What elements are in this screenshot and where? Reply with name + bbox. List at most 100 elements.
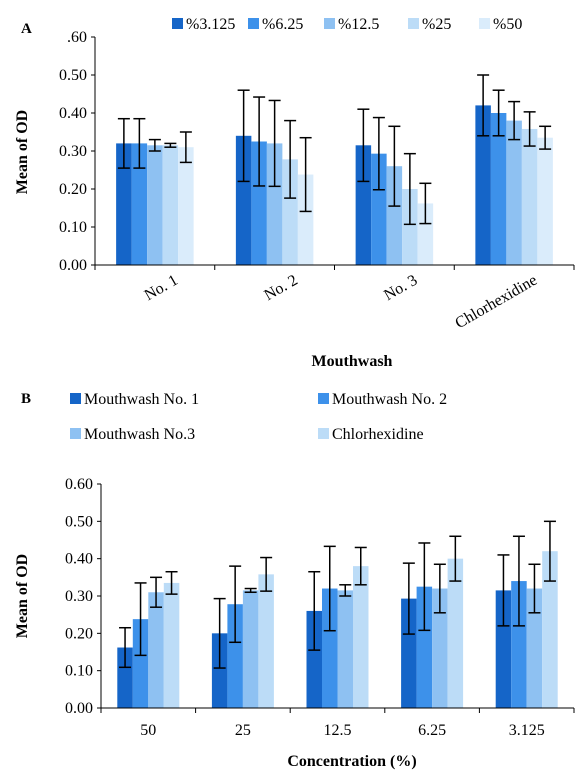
error-bar-12-5-no-1 xyxy=(148,138,161,152)
error-bar-mouthwash-no-3-12-5 xyxy=(339,584,352,597)
legend-label-6-25: %6.25 xyxy=(262,16,303,33)
error-bar-mouthwash-no-2-12-5 xyxy=(323,545,336,632)
x-tick-label: 12.5 xyxy=(324,722,352,739)
error-bar-mouthwash-no-2-50 xyxy=(134,582,147,657)
error-bar-mouthwash-no-2-3-125 xyxy=(512,535,525,627)
bar-6-25-no-1 xyxy=(131,143,148,265)
y-tick-label: .60 xyxy=(67,29,87,46)
bar-50-no-3 xyxy=(417,203,434,265)
bar-chlorhexidine-25 xyxy=(258,574,274,708)
error-bar-50-no-2 xyxy=(299,136,312,213)
bar-chlorhexidine-6-25 xyxy=(447,558,464,708)
y-tick-label: 0.00 xyxy=(59,257,87,274)
error-bar-12-5-chlorhexidine xyxy=(508,100,521,141)
y-tick-label: 0.40 xyxy=(65,551,93,568)
bar-mouthwash-no-3-12-5 xyxy=(337,590,353,708)
bars-panel-b xyxy=(117,551,558,708)
error-bar-25-no-2 xyxy=(284,119,297,199)
error-bar-25-chlorhexidine xyxy=(523,111,536,147)
x-tick-label: No. 2 xyxy=(261,272,300,305)
error-bar-mouthwash-no-3-6-25 xyxy=(433,563,446,614)
bars-panel-a xyxy=(116,105,553,266)
error-bar-6-25-chlorhexidine xyxy=(492,89,505,137)
error-bars-panel-b xyxy=(119,520,556,669)
legend-swatch-50 xyxy=(479,18,490,29)
bar-mouthwash-no-2-6-25 xyxy=(416,586,433,708)
y-tick-label: 0.50 xyxy=(59,67,87,84)
bar-chlorhexidine-12-5 xyxy=(353,566,369,708)
error-bars-panel-a xyxy=(117,74,552,226)
legend-swatch-12-5 xyxy=(324,18,335,29)
error-bar-chlorhexidine-3-125 xyxy=(543,520,556,582)
y-tick-label: 0.00 xyxy=(65,700,93,717)
legend-panel-a: %3.125 %6.25 %12.5 %25 %50 xyxy=(172,16,522,33)
error-bar-6-25-no-3 xyxy=(372,116,385,191)
legend-swatch-chlorhexidine xyxy=(318,428,329,439)
error-bar-mouthwash-no-3-3-125 xyxy=(528,563,541,614)
error-bar-mouthwash-no-2-6-25 xyxy=(418,542,431,632)
axes-panel-b xyxy=(97,483,575,713)
legend-label-12-5: %12.5 xyxy=(338,16,379,33)
bar-mouthwash-no-3-25 xyxy=(242,590,259,708)
bar-mouthwash-no-2-50 xyxy=(132,619,149,708)
bar-chlorhexidine-3-125 xyxy=(542,551,558,708)
bar-25-chlorhexidine xyxy=(521,128,538,265)
x-tick-label: 3.125 xyxy=(509,722,545,739)
error-bar-6-25-no-2 xyxy=(253,96,266,187)
error-bar-3-125-no-2 xyxy=(237,89,250,183)
bar-chlorhexidine-50 xyxy=(163,582,180,708)
x-tick-label: No. 3 xyxy=(381,272,420,305)
error-bar-50-chlorhexidine xyxy=(539,125,552,150)
error-bar-3-125-no-3 xyxy=(357,108,370,183)
error-bar-3-125-no-1 xyxy=(117,117,130,169)
error-bar-25-no-1 xyxy=(164,142,177,148)
chart-panel-b: B Mouthwash No. 1 Mouthwash No. 2Mouthwas… xyxy=(14,391,575,770)
bar-12-5-no-3 xyxy=(386,166,403,265)
bar-50-no-2 xyxy=(297,174,314,265)
bar-12-5-chlorhexidine xyxy=(506,120,522,265)
error-bar-mouthwash-no-1-6-25 xyxy=(402,562,415,635)
legend-label-25: %25 xyxy=(422,16,451,33)
y-tick-label: 0.30 xyxy=(65,588,93,605)
legend-swatch-25 xyxy=(408,18,419,29)
legend-label-chlorhexidine: Chlorhexidine xyxy=(332,426,424,443)
bar-6-25-chlorhexidine xyxy=(490,113,507,265)
error-bar-mouthwash-no-3-25 xyxy=(244,587,257,594)
error-bar-3-125-chlorhexidine xyxy=(477,74,490,137)
legend-label-mouthwash-no-3: Mouthwash No.3 xyxy=(84,426,195,443)
error-bar-6-25-no-1 xyxy=(133,117,146,169)
bar-mouthwash-no-1-50 xyxy=(117,647,133,708)
bar-50-chlorhexidine xyxy=(537,137,553,265)
legend-swatch-6-25 xyxy=(248,18,259,29)
error-bar-mouthwash-no-1-12-5 xyxy=(308,570,321,651)
error-bar-chlorhexidine-25 xyxy=(260,556,273,592)
bar-50-no-1 xyxy=(178,147,194,265)
x-tick-label: 50 xyxy=(140,722,156,739)
y-tick-label: 0.60 xyxy=(65,476,93,493)
panel-b-letter: B xyxy=(21,391,31,407)
legend-swatch-3-125 xyxy=(172,18,183,29)
bar-mouthwash-no-1-6-25 xyxy=(401,598,417,708)
error-bar-mouthwash-no-1-25 xyxy=(213,597,226,669)
axes-panel-a xyxy=(91,36,575,270)
x-axis-ticks-panel-a: No. 1 No. 2 No. 3 Chlorhexidine xyxy=(142,272,541,332)
error-bar-mouthwash-no-1-50 xyxy=(119,626,132,669)
legend-swatch-mouthwash-no-3 xyxy=(70,428,81,439)
legend-panel-b: Mouthwash No. 1 Mouthwash No. 2 Mouthwash … xyxy=(70,391,447,443)
panel-a-letter: A xyxy=(21,21,32,37)
bar-mouthwash-no-2-25 xyxy=(227,604,243,708)
y-tick-label: 0.10 xyxy=(65,663,93,680)
bar-6-25-no-2 xyxy=(251,141,267,265)
bar-25-no-3 xyxy=(402,189,418,265)
x-tick-label: No. 1 xyxy=(142,272,181,305)
legend-swatch-mouthwash-no-2 xyxy=(318,393,329,404)
x-axis-title-panel-a: Mouthwash xyxy=(312,353,393,370)
legend-label-50: %50 xyxy=(493,16,522,33)
x-tick-label: 25 xyxy=(235,722,251,739)
y-tick-label: 0.40 xyxy=(59,105,87,122)
error-bar-mouthwash-no-2-25 xyxy=(229,565,242,644)
y-tick-label: 0.20 xyxy=(65,625,93,642)
y-axis-ticks-panel-a: .60 0.50 0.40 0.30 0.20 0.10 0.00 xyxy=(59,29,87,274)
bar-mouthwash-no-3-6-25 xyxy=(432,588,448,708)
